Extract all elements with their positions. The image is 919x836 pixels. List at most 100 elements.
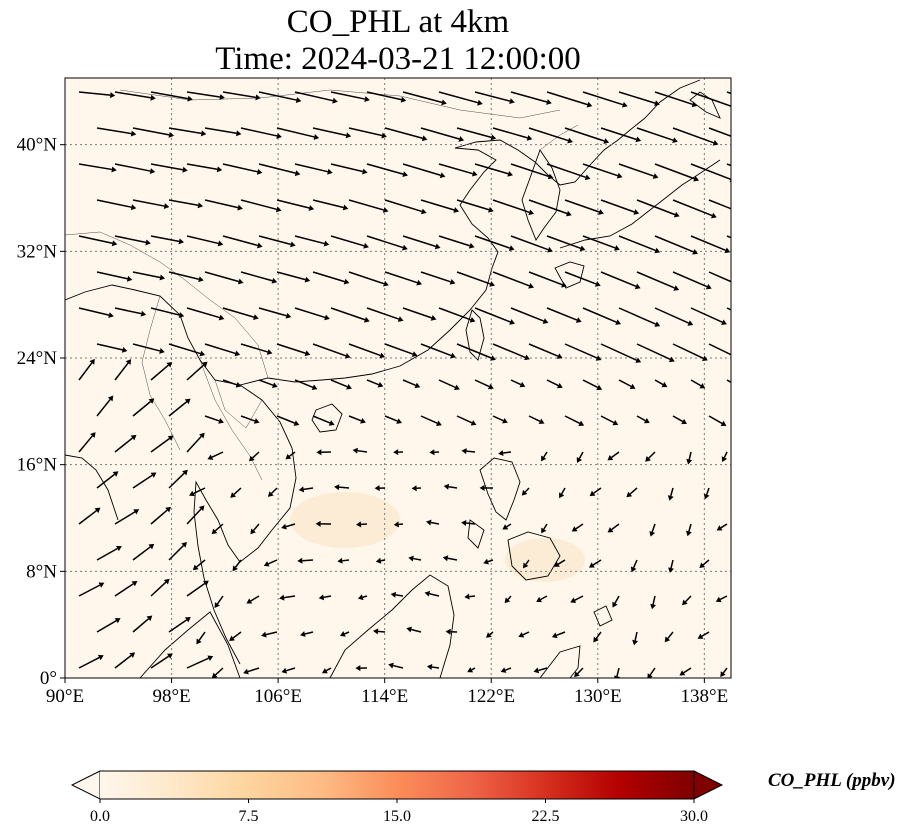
country-borders bbox=[65, 89, 579, 481]
wind-arrow bbox=[339, 631, 350, 637]
wind-arrow bbox=[474, 235, 515, 251]
wind-arrow bbox=[150, 506, 172, 525]
wind-arrow bbox=[411, 485, 422, 492]
colorbar-tick-label: 0.0 bbox=[90, 808, 110, 825]
wind-arrow bbox=[456, 415, 477, 426]
wind-arrow bbox=[708, 415, 727, 427]
wind-arrow bbox=[502, 523, 512, 530]
wind-arrow bbox=[330, 91, 370, 102]
wind-arrow bbox=[438, 379, 460, 391]
wind-arrow bbox=[150, 91, 193, 102]
wind-arrow bbox=[672, 127, 719, 146]
wind-arrow bbox=[132, 543, 155, 561]
wind-arrow bbox=[474, 307, 515, 325]
wind-arrow bbox=[384, 271, 423, 286]
wind-arrow bbox=[510, 163, 554, 180]
wind-arrow bbox=[647, 667, 656, 678]
y-tick-label: 8°N bbox=[26, 561, 57, 582]
wind-arrow bbox=[546, 91, 593, 108]
wind-arrow bbox=[352, 447, 368, 454]
wind-arrow bbox=[461, 520, 476, 526]
wind-arrow bbox=[467, 667, 476, 673]
wind-arrow bbox=[240, 199, 282, 213]
wind-arrow bbox=[250, 523, 260, 535]
wind-arrow bbox=[649, 523, 656, 537]
wind-arrow bbox=[96, 343, 128, 353]
wind-arrow bbox=[316, 449, 332, 456]
wind-arrow bbox=[429, 449, 440, 456]
colorbar-over-arrow bbox=[693, 770, 724, 800]
wind-arrow bbox=[276, 343, 311, 357]
wind-arrow bbox=[636, 343, 675, 363]
wind-arrow bbox=[600, 199, 640, 215]
wind-arrow bbox=[690, 379, 706, 389]
y-tick-label: 32°N bbox=[17, 241, 58, 262]
wind-arrow bbox=[636, 415, 650, 424]
wind-arrow bbox=[384, 127, 428, 142]
wind-arrow bbox=[78, 432, 96, 453]
wind-arrow bbox=[348, 343, 386, 359]
wind-arrow bbox=[366, 91, 407, 103]
map-title-line1: CO_PHL at 4km bbox=[286, 4, 510, 40]
colorbar: 0.0 7.5 15.0 22.5 30.0 bbox=[70, 770, 724, 825]
wind-vectors bbox=[78, 91, 731, 678]
wind-arrow bbox=[546, 235, 586, 252]
wind-arrow bbox=[721, 451, 728, 463]
wind-arrow bbox=[186, 163, 223, 173]
wind-arrow bbox=[510, 235, 553, 253]
x-tick-label: 138°E bbox=[681, 686, 729, 707]
wind-arrow bbox=[726, 163, 731, 167]
wind-arrow bbox=[393, 521, 404, 528]
wind-arrow bbox=[348, 199, 389, 213]
wind-arrow bbox=[150, 235, 184, 245]
wind-arrow bbox=[593, 631, 602, 643]
wind-arrow bbox=[636, 199, 680, 218]
wind-arrow bbox=[348, 127, 387, 139]
wind-arrow bbox=[168, 469, 188, 489]
wind-arrow bbox=[348, 415, 366, 424]
wind-arrow bbox=[348, 271, 389, 287]
wind-arrow bbox=[186, 235, 224, 247]
wind-arrow bbox=[196, 631, 206, 645]
wind-arrow bbox=[78, 235, 118, 247]
wind-arrow bbox=[528, 415, 545, 424]
wind-arrow bbox=[96, 395, 114, 417]
wind-arrow bbox=[500, 667, 512, 673]
wind-arrow bbox=[150, 653, 173, 669]
wind-arrow bbox=[204, 199, 243, 211]
x-tick-label: 106°E bbox=[254, 686, 302, 707]
wind-arrow bbox=[456, 199, 494, 213]
x-tick-labels: 90°E 98°E 106°E 114°E 122°E 130°E 138°E bbox=[46, 686, 728, 707]
wind-arrow bbox=[114, 163, 156, 174]
wind-arrow bbox=[726, 235, 731, 239]
colorbar-tick-label: 7.5 bbox=[239, 808, 259, 825]
colorbar-tick-label: 22.5 bbox=[532, 808, 560, 825]
wind-arrow bbox=[402, 235, 441, 250]
wind-arrow bbox=[442, 555, 458, 562]
wind-arrow bbox=[523, 559, 530, 569]
wind-arrow bbox=[485, 631, 494, 638]
wind-arrow bbox=[294, 235, 330, 247]
wind-arrow bbox=[699, 559, 710, 569]
wind-arrow bbox=[510, 91, 552, 105]
wind-arrow bbox=[207, 451, 224, 460]
wind-arrow bbox=[564, 127, 610, 144]
wind-arrow bbox=[189, 487, 206, 497]
wind-arrow bbox=[541, 523, 548, 534]
wind-arrow bbox=[312, 199, 349, 211]
map-field bbox=[65, 78, 731, 678]
wind-arrow bbox=[276, 127, 320, 140]
wind-arrow bbox=[132, 615, 153, 633]
wind-arrow bbox=[564, 271, 601, 287]
wind-arrow bbox=[682, 595, 692, 606]
wind-arrow bbox=[402, 307, 437, 321]
wind-arrow bbox=[366, 235, 408, 251]
wind-arrow bbox=[78, 654, 104, 669]
wind-arrow bbox=[294, 91, 338, 104]
wind-arrow bbox=[582, 235, 620, 251]
wind-arrow bbox=[600, 415, 619, 426]
wind-arrow bbox=[298, 486, 314, 493]
wind-arrow bbox=[708, 271, 731, 283]
wind-arrow bbox=[132, 398, 155, 417]
wind-arrow bbox=[438, 91, 483, 106]
